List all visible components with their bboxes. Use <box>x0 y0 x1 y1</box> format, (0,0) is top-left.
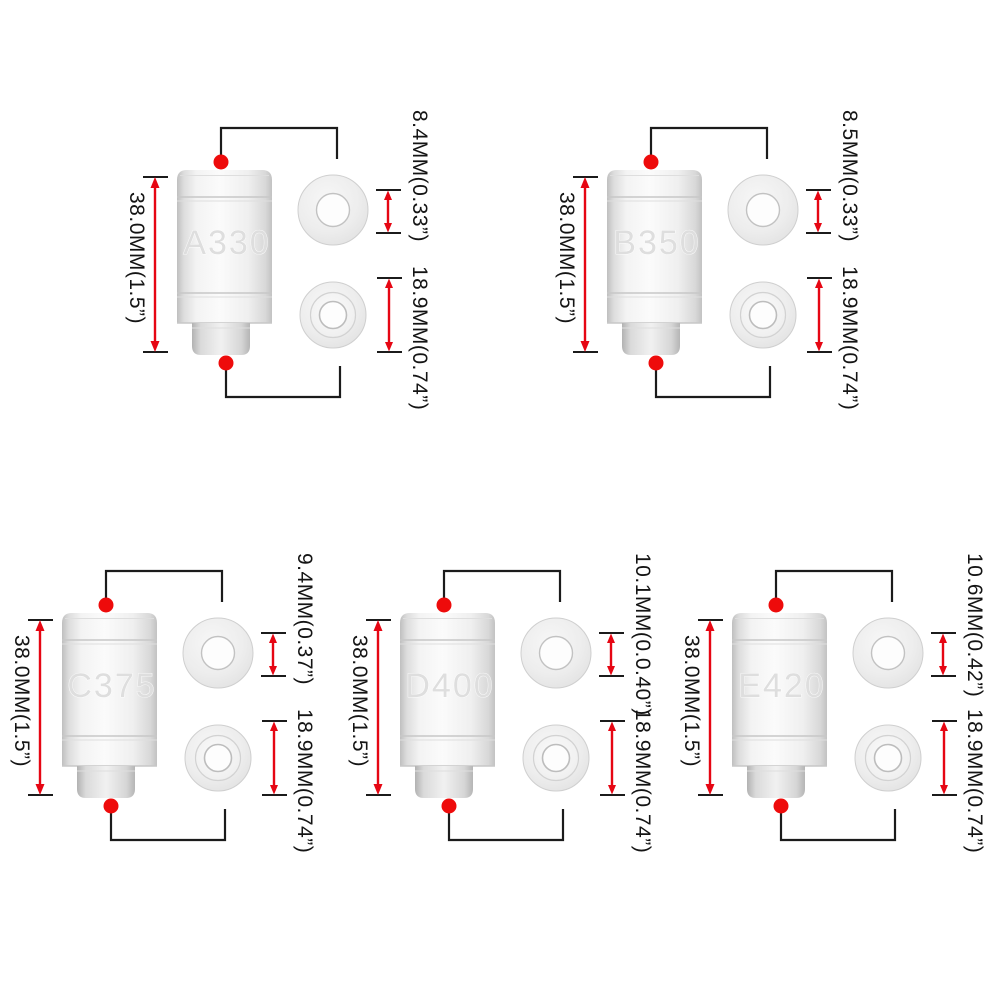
hole-diameter-label: 8.4MM(0.33”) <box>408 110 431 242</box>
unit-graphics <box>364 569 627 842</box>
unit-b350: B350 38.0MM(1.5”) 8.5MM(0.33”) 18.9MM(0.… <box>555 110 861 410</box>
unit-graphics <box>141 126 404 399</box>
outer-diameter-label: 18.9MM(0.74”) <box>293 709 316 853</box>
outer-diameter-label: 18.9MM(0.74”) <box>963 709 986 853</box>
outer-diameter-label: 18.9MM(0.74”) <box>631 709 654 853</box>
unit-graphics <box>26 569 289 842</box>
outer-diameter-label: 18.9MM(0.74”) <box>838 266 861 410</box>
unit-graphics <box>571 126 834 399</box>
height-dimension-label: 38.0MM(1.5”) <box>555 192 578 324</box>
height-dimension-label: 38.0MM(1.5”) <box>348 635 371 767</box>
unit-c375: C375 38.0MM(1.5”) 9.4MM(0.37”) 18.9MM(0.… <box>10 553 316 853</box>
hole-diameter-label: 10.1MM(0.0.40”) <box>631 553 654 716</box>
height-dimension-label: 38.0MM(1.5”) <box>10 635 33 767</box>
unit-d400: D400 38.0MM(1.5”) 10.1MM(0.0.40”) 18.9MM… <box>348 553 654 853</box>
cylinder-model-label: A330 <box>183 224 270 262</box>
cylinder-model-label: E420 <box>738 667 825 705</box>
cylinder-model-label: C375 <box>67 667 156 705</box>
hole-diameter-label: 8.5MM(0.33”) <box>838 110 861 242</box>
height-dimension-label: 38.0MM(1.5”) <box>680 635 703 767</box>
unit-e420: E420 38.0MM(1.5”) 10.6MM(0.42”) 18.9MM(0… <box>680 553 986 853</box>
cylinder-model-label: D400 <box>405 667 494 705</box>
height-dimension-label: 38.0MM(1.5”) <box>125 192 148 324</box>
hole-diameter-label: 10.6MM(0.42”) <box>963 553 986 697</box>
hole-diameter-label: 9.4MM(0.37”) <box>293 553 316 685</box>
unit-a330: A330 38.0MM(1.5”) 8.4MM(0.33”) 18.9MM(0.… <box>125 110 431 410</box>
unit-graphics <box>696 569 959 842</box>
outer-diameter-label: 18.9MM(0.74”) <box>408 266 431 410</box>
cylinder-model-label: B350 <box>613 224 700 262</box>
